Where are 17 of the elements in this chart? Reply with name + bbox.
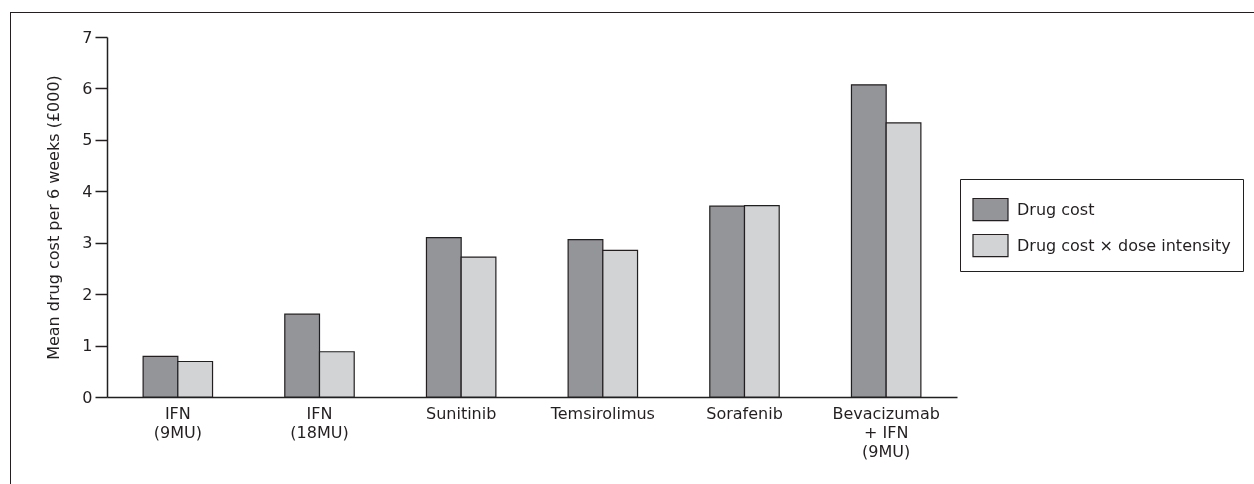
y-tick-label: 7	[82, 27, 93, 47]
y-tick-label: 2	[82, 284, 93, 304]
x-tick-label: Bevacizumab + IFN (9MU)	[832, 403, 940, 461]
legend-label: Drug cost	[1017, 199, 1095, 219]
x-tick-label: IFN (18MU)	[290, 403, 349, 442]
x-tick-label: Sunitinib	[425, 403, 497, 423]
y-tick-label: 6	[82, 78, 93, 98]
x-tick-label: IFN (9MU)	[153, 403, 202, 442]
y-tick-label: 3	[82, 233, 93, 253]
x-tick-label: Temsirolimus	[549, 403, 655, 423]
y-tick-label: 4	[82, 181, 93, 201]
y-tick-label: 1	[82, 336, 93, 356]
y-axis-title: Mean drug cost per 6 weeks (£000)	[44, 75, 64, 360]
x-tick-label: Sorafenib	[706, 403, 783, 423]
y-tick-label: 0	[82, 387, 93, 407]
legend-label: Drug cost × dose intensity	[1017, 235, 1231, 255]
y-tick-label: 5	[82, 130, 93, 150]
